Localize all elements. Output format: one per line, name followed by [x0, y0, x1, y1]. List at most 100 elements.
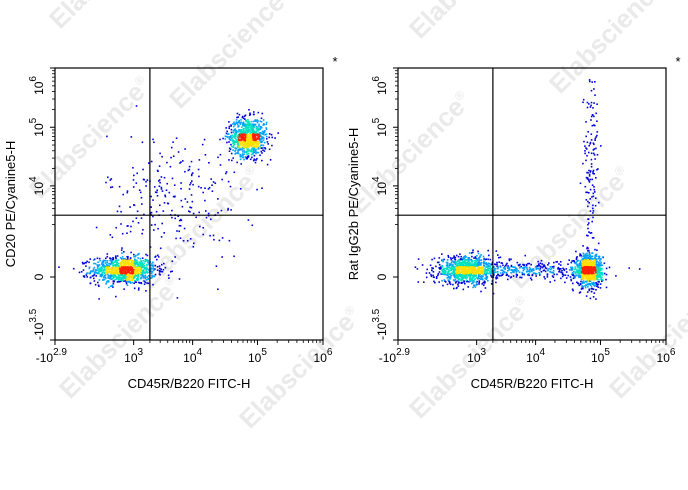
event-dot — [538, 271, 540, 274]
event-dot — [249, 113, 252, 116]
event-dot — [265, 135, 268, 138]
event-dot — [144, 274, 147, 277]
event-dot — [453, 276, 456, 279]
event-dot — [486, 276, 489, 278]
event-dot — [255, 144, 257, 147]
event-dot — [441, 270, 444, 272]
event-dot — [271, 136, 273, 139]
event-dot — [103, 265, 106, 267]
event-dot — [485, 273, 487, 276]
event-dot — [228, 133, 230, 135]
event-dot — [484, 268, 486, 270]
event-dot — [596, 272, 599, 275]
event-dot — [131, 268, 134, 271]
event-dot — [159, 204, 161, 207]
event-dot — [133, 204, 135, 206]
event-dot — [586, 263, 588, 266]
event-dot — [463, 280, 465, 282]
event-dot — [154, 191, 157, 193]
event-dot — [464, 264, 466, 266]
event-dot — [254, 137, 257, 140]
event-dot — [168, 277, 170, 279]
event-dot — [526, 268, 529, 271]
event-dot — [578, 264, 580, 267]
event-dot — [142, 275, 145, 277]
event-dot — [247, 133, 249, 136]
y-tick-label: 105 — [28, 117, 46, 136]
event-dot — [542, 269, 545, 272]
event-dot — [460, 262, 463, 264]
tick-exponent: 5 — [604, 347, 610, 358]
event-dot — [126, 225, 129, 227]
event-dot — [463, 266, 466, 269]
event-dot — [600, 278, 602, 281]
event-dot — [239, 188, 242, 190]
event-dot — [478, 272, 480, 275]
event-dot — [545, 267, 548, 270]
event-dot — [238, 141, 240, 143]
event-dot — [258, 127, 260, 130]
event-dot — [592, 268, 595, 271]
event-dot — [525, 264, 528, 267]
event-dot — [582, 162, 584, 165]
event-dot — [438, 261, 440, 264]
event-dot — [257, 120, 259, 122]
event-dot — [134, 273, 136, 276]
event-dot — [226, 136, 229, 138]
event-dot — [117, 276, 120, 279]
event-dot — [236, 112, 239, 115]
event-dot — [241, 156, 244, 159]
event-dot — [114, 274, 116, 276]
event-dot — [576, 260, 579, 262]
event-dot — [252, 159, 255, 162]
event-dot — [112, 271, 114, 274]
event-dot — [589, 265, 591, 267]
event-dot — [161, 190, 164, 192]
event-dot — [476, 255, 478, 257]
event-dot — [78, 271, 81, 274]
event-dot — [179, 162, 181, 164]
event-dot — [181, 205, 184, 208]
event-dot — [202, 227, 204, 229]
event-dot — [160, 236, 163, 238]
event-dot — [121, 277, 123, 279]
event-dot — [574, 275, 577, 277]
event-dot — [117, 270, 119, 272]
event-dot — [442, 260, 444, 263]
event-dot — [131, 281, 134, 284]
event-dot — [508, 266, 511, 269]
event-dot — [464, 268, 466, 271]
event-dot — [173, 196, 176, 198]
event-dot — [450, 261, 453, 264]
event-dot — [109, 179, 112, 181]
event-dot — [232, 146, 234, 148]
event-dot — [468, 252, 471, 254]
event-dot — [117, 273, 119, 276]
event-dot — [254, 149, 257, 152]
event-dot — [498, 261, 500, 263]
event-dot — [594, 277, 596, 280]
event-dot — [593, 148, 596, 150]
event-dot — [232, 136, 234, 138]
event-dot — [583, 269, 585, 271]
event-dot — [471, 255, 473, 258]
event-dot — [603, 272, 606, 275]
event-dot — [585, 274, 587, 277]
event-dot — [581, 274, 583, 277]
event-dot — [501, 269, 504, 272]
event-dot — [471, 263, 474, 265]
event-dot — [591, 282, 593, 284]
event-dot — [114, 272, 117, 275]
event-dot — [240, 163, 242, 165]
event-dot — [478, 283, 480, 285]
event-dot — [133, 255, 135, 258]
event-dot — [454, 278, 457, 281]
event-dot — [252, 120, 255, 123]
event-dot — [261, 112, 264, 115]
event-dot — [254, 136, 256, 138]
event-dot — [525, 263, 528, 266]
event-dot — [564, 281, 566, 284]
event-dot — [588, 252, 591, 255]
watermark-text: Elabscience® — [543, 0, 677, 99]
event-dot — [600, 145, 602, 147]
